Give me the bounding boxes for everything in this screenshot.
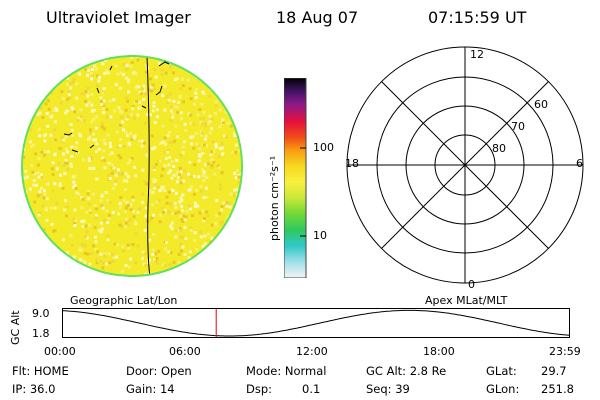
glat-field: GLat: <box>486 364 517 378</box>
instrument-title: Ultraviolet Imager <box>46 8 191 27</box>
orbit-xtick-0600: 06:00 <box>169 345 201 358</box>
flt-field: Flt: HOME <box>12 364 69 378</box>
mlt-label-12: 12 <box>470 48 484 61</box>
mode-field: Mode: Normal <box>246 364 327 378</box>
geographic-title: Geographic Lat/Lon <box>70 294 178 307</box>
dsp-value: 0.1 <box>302 382 321 396</box>
orbit-ytick-top: 9.0 <box>32 307 50 320</box>
mlat-label-70: 70 <box>511 120 525 133</box>
orbit-xtick-2359: 23:59 <box>549 345 581 358</box>
colorbar-tick-100: 100 <box>313 141 334 154</box>
gain-field: Gain: 14 <box>126 382 175 396</box>
time-label: 07:15:59 UT <box>428 8 527 27</box>
mlt-label-18: 18 <box>345 157 359 170</box>
colorbar <box>284 78 307 278</box>
orbit-xtick-1800: 18:00 <box>423 345 455 358</box>
date-label: 18 Aug 07 <box>276 8 359 27</box>
orbit-ytick-bottom: 1.8 <box>32 327 50 340</box>
glon-field: GLon: <box>486 382 520 396</box>
mlt-label-6: 6 <box>576 157 583 170</box>
altitude-curve <box>62 309 570 337</box>
glat-value: 29.7 <box>541 364 567 378</box>
orbit-ylabel: GC Alt <box>9 310 22 345</box>
seq-field: Seq: 39 <box>366 382 410 396</box>
gc-alt-field: GC Alt: 2.8 Re <box>366 364 447 378</box>
mlt-label-0: 0 <box>468 278 475 291</box>
mlat-label-80: 80 <box>492 142 506 155</box>
orbit-xtick-0000: 00:00 <box>44 345 76 358</box>
glon-value: 251.8 <box>541 382 574 396</box>
mlat-label-60: 60 <box>534 98 548 111</box>
polar-grid-plot <box>346 46 584 284</box>
orbit-xtick-1200: 12:00 <box>296 345 328 358</box>
dsp-field: Dsp: <box>246 382 273 396</box>
orbit-altitude-plot <box>62 308 570 338</box>
colorbar-unit-label: photon cm⁻²s⁻¹ <box>268 155 281 241</box>
ip-field: IP: 36.0 <box>12 382 56 396</box>
apex-title: Apex MLat/MLT <box>425 294 508 307</box>
uv-earth-image <box>21 55 243 277</box>
door-field: Door: Open <box>126 364 192 378</box>
colorbar-tick-10: 10 <box>313 229 327 242</box>
